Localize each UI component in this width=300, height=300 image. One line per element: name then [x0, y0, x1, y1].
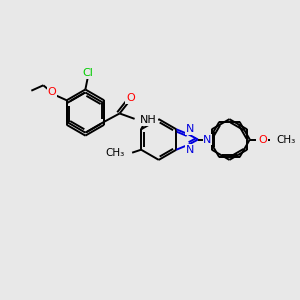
- Text: N: N: [185, 124, 194, 134]
- Text: Cl: Cl: [82, 68, 93, 78]
- Text: CH₃: CH₃: [276, 134, 296, 145]
- Text: O: O: [48, 87, 56, 97]
- Text: N: N: [185, 145, 194, 155]
- Text: NH: NH: [140, 115, 157, 125]
- Text: CH₃: CH₃: [105, 148, 124, 158]
- Text: O: O: [126, 93, 135, 103]
- Text: O: O: [258, 134, 267, 145]
- Text: N: N: [203, 134, 212, 145]
